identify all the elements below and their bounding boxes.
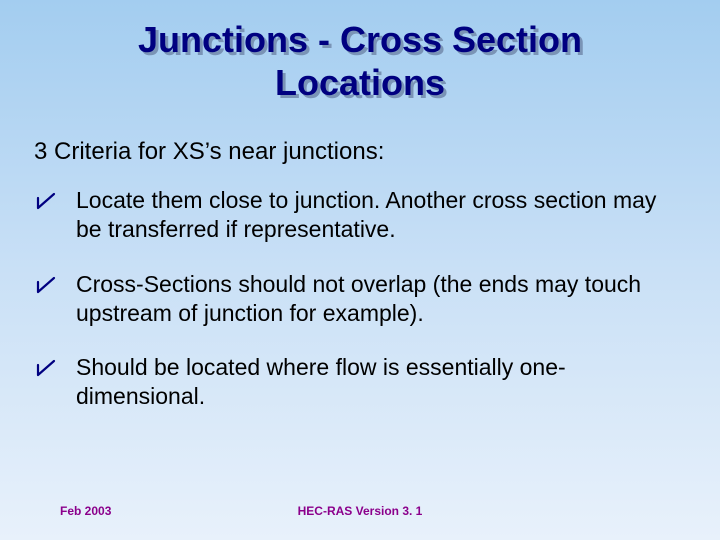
title-line-2: Locations: [275, 62, 445, 103]
title-front: Junctions - Cross Section Locations: [138, 18, 582, 104]
checkmark-icon: [36, 276, 56, 296]
bullet-text: Should be located where flow is essentia…: [76, 354, 566, 409]
slide-title: Junctions - Cross Section Locations Junc…: [138, 18, 582, 104]
footer-version: HEC-RAS Version 3. 1: [298, 504, 423, 518]
bullet-list: Locate them close to junction. Another c…: [34, 186, 686, 411]
title-line-1: Junctions - Cross Section: [138, 19, 582, 60]
list-item: Cross-Sections should not overlap (the e…: [34, 270, 686, 328]
title-area: Junctions - Cross Section Locations Junc…: [0, 0, 720, 104]
list-item: Should be located where flow is essentia…: [34, 353, 686, 411]
footer-date: Feb 2003: [60, 504, 111, 518]
content-area: 3 Criteria for XS’s near junctions: Loca…: [0, 138, 720, 411]
list-item: Locate them close to junction. Another c…: [34, 186, 686, 244]
bullet-text: Cross-Sections should not overlap (the e…: [76, 271, 641, 326]
subtitle: 3 Criteria for XS’s near junctions:: [34, 138, 686, 166]
checkmark-icon: [36, 359, 56, 379]
checkmark-icon: [36, 192, 56, 212]
bullet-text: Locate them close to junction. Another c…: [76, 187, 656, 242]
footer: Feb 2003 HEC-RAS Version 3. 1: [0, 504, 720, 518]
